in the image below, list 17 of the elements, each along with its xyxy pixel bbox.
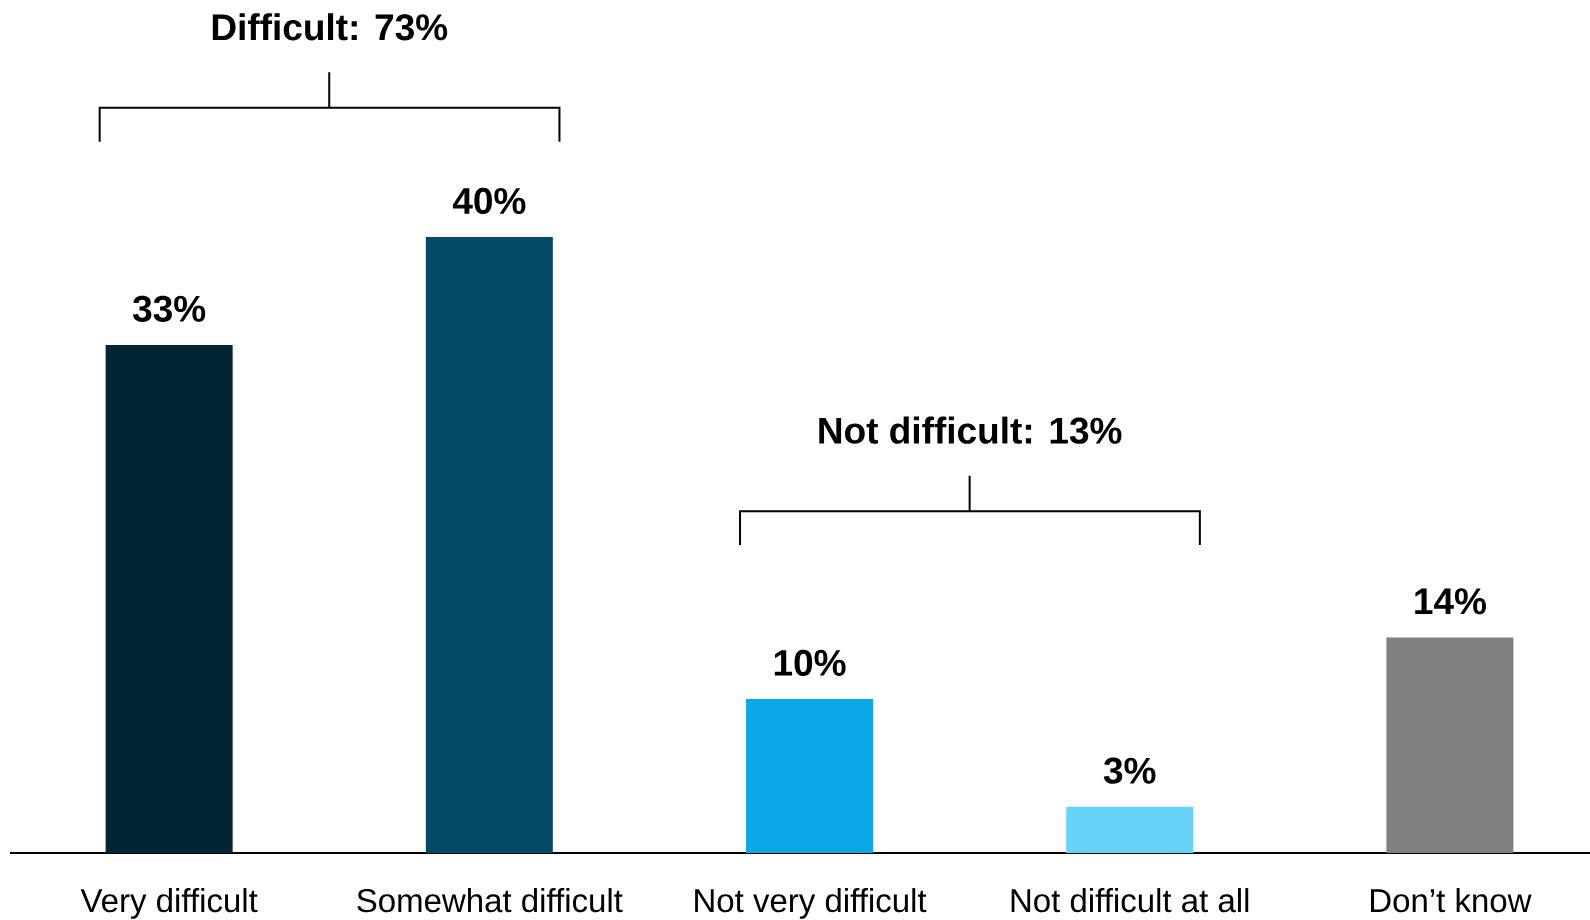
data-label: 33% bbox=[132, 295, 206, 322]
bar bbox=[1386, 637, 1514, 853]
x-tick-label: Don’t know bbox=[1371, 888, 1532, 913]
bar bbox=[1066, 806, 1194, 853]
text: Difficult: 73% bbox=[212, 13, 448, 41]
x-tick-label: Very difficult bbox=[80, 888, 258, 919]
data-label: 3% bbox=[1103, 757, 1156, 784]
annotation: Not difficult: 13% bbox=[819, 416, 1122, 444]
bar bbox=[105, 344, 233, 853]
x-tick-label: Not very difficult bbox=[695, 888, 927, 919]
x-tick-label: Not difficult at all bbox=[1011, 888, 1249, 913]
bar bbox=[746, 699, 874, 853]
data-label: 40% bbox=[452, 187, 526, 215]
x-tick-label: Somewhat difficult bbox=[357, 888, 623, 913]
data-label: 10% bbox=[774, 649, 846, 676]
data-label: 14% bbox=[1415, 588, 1486, 615]
bar bbox=[425, 237, 553, 853]
